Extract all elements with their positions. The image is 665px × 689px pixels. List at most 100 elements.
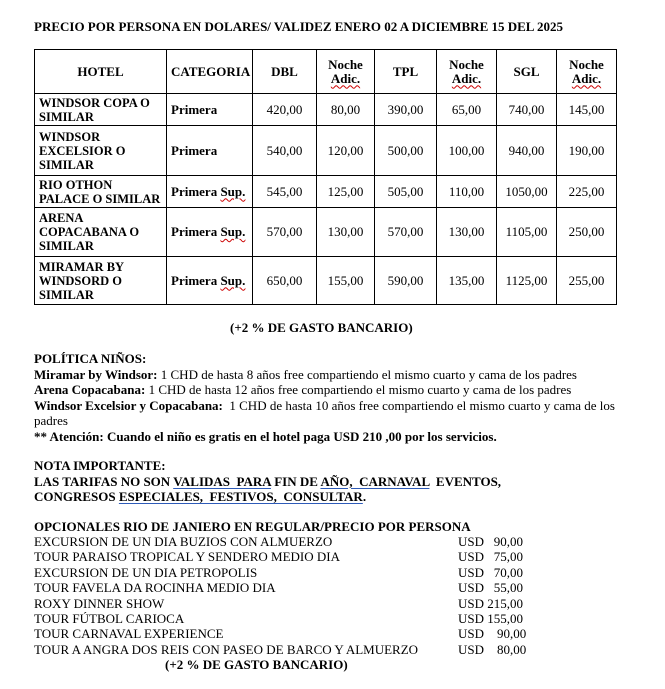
header-noche-dbl: Noche Adic. [316, 49, 375, 94]
table-header-row: HOTEL CATEGORIA DBL Noche Adic. TPL Noche… [34, 49, 617, 94]
price-cell: 420,00 [252, 93, 317, 126]
nota-title: NOTA IMPORTANTE: [34, 458, 166, 473]
category: Primera [166, 125, 253, 176]
tour-price: USD 90,00 [458, 626, 527, 642]
header-dbl: DBL [252, 49, 317, 94]
table-row: WINDSOR COPA O SIMILAR Primera 420,00 80,00… [34, 93, 617, 126]
tour-price: USD 55,00 [458, 580, 524, 596]
kids-policy: POLÍTICA NIÑOS: Miramar by Windsor: 1 CH… [34, 351, 634, 444]
kids-attention: ** Atención: Cuando el niño es gratis en… [34, 428, 497, 444]
price-cell: 225,00 [556, 175, 617, 208]
nota-underlined: ESPECIALES, FESTIVOS, CONSULTAR [118, 489, 363, 504]
tour-name: EXCURSION DE UN DIA PETROPOLIS [34, 564, 258, 580]
table-row: MIRAMAR BY WINDSORD O SIMILAR Primera Sup… [34, 256, 617, 305]
tour-name: ROXY DINNER SHOW [34, 595, 165, 611]
hotel-name: RIO OTHON PALACE O SIMILAR [34, 175, 167, 208]
header-sub: Adic. [451, 70, 482, 86]
header-noche-tpl: Noche Adic. [436, 49, 497, 94]
optional-tour-item: EXCURSION DE UN DIA BUZIOS CON ALMUERZO U… [34, 534, 644, 549]
optional-tour-item: EXCURSION DE UN DIA PETROPOLIS USD 70,00 [34, 565, 644, 580]
kids-label: Windsor Excelsior y Copacabana: [34, 397, 223, 413]
category-sup: Sup. [220, 183, 246, 199]
nota-text: FIN DE [270, 473, 321, 489]
header-hotel: HOTEL [34, 49, 167, 94]
opcionales-bank-fee: (+2 % DE GASTO BANCARIO) [165, 657, 348, 673]
category-text: Primera [171, 183, 221, 199]
price-cell: 135,00 [436, 256, 497, 305]
header-label: Noche [449, 56, 484, 72]
optional-tour-item: TOUR FAVELA DA ROCINHA MEDIO DIA USD 55,0… [34, 580, 644, 595]
optional-tour-item: TOUR PARAISO TROPICAL Y SENDERO MEDIO DI… [34, 549, 644, 564]
price-cell: 500,00 [374, 125, 437, 176]
price-cell: 120,00 [316, 125, 375, 176]
price-cell: 390,00 [374, 93, 437, 126]
price-cell: 110,00 [436, 175, 497, 208]
kids-text: 1 CHD de hasta 8 años free compartiendo … [157, 366, 577, 382]
category: Primera [166, 93, 253, 126]
price-cell: 125,00 [316, 175, 375, 208]
category-text: Primera [171, 272, 221, 288]
tour-name: TOUR FAVELA DA ROCINHA MEDIO DIA [34, 580, 276, 596]
opcionales-list: EXCURSION DE UN DIA BUZIOS CON ALMUERZO U… [34, 534, 644, 657]
category: Primera Sup. [166, 256, 253, 305]
category: Primera Sup. [166, 207, 253, 257]
nota-underlined: VALIDAS PARA [173, 473, 271, 489]
price-cell: 590,00 [374, 256, 437, 305]
header-tpl: TPL [374, 49, 437, 94]
table-row: WINDSOR EXCELSIOR O SIMILAR Primera 540,00… [34, 125, 617, 176]
nota-text: CONGRESOS [34, 489, 119, 504]
tour-price: USD 80,00 [458, 641, 527, 657]
price-cell: 540,00 [252, 125, 317, 176]
price-cell: 1125,00 [496, 256, 557, 305]
nota-text: LAS TARIFAS NO SON [34, 473, 174, 489]
hotel-name: MIRAMAR BY WINDSORD O SIMILAR [34, 256, 167, 305]
nota-text: . [362, 489, 367, 504]
header-categoria: CATEGORIA [166, 49, 253, 94]
price-cell: 545,00 [252, 175, 317, 208]
optional-tour-item: TOUR FÚTBOL CARIOCA USD 155,00 [34, 611, 644, 626]
kids-label: Arena Copacabana: [34, 382, 146, 397]
price-cell: 940,00 [496, 125, 557, 176]
header-noche-sgl: Noche Adic. [556, 49, 617, 94]
price-cell: 80,00 [316, 93, 375, 126]
opcionales-title: OPCIONALES RIO DE JANIERO EN REGULAR/PRE… [34, 518, 471, 534]
category-text: Primera [171, 101, 218, 117]
header-label: Noche [569, 56, 604, 72]
nota-underlined: AÑO, CARNAVAL [320, 473, 430, 489]
price-cell: 100,00 [436, 125, 497, 176]
price-cell: 130,00 [436, 207, 497, 257]
header-label: Noche [328, 56, 363, 72]
nota-importante: NOTA IMPORTANTE: LAS TARIFAS NO SON VALI… [34, 458, 644, 505]
tour-name: EXCURSION DE UN DIA BUZIOS CON ALMUERZO [34, 534, 333, 549]
price-cell: 740,00 [496, 93, 557, 126]
price-cell: 650,00 [252, 256, 317, 305]
tour-price: USD 155,00 [458, 611, 524, 627]
price-cell: 65,00 [436, 93, 497, 126]
price-cell: 570,00 [252, 207, 317, 257]
hotel-name: ARENA COPACABANA O SIMILAR [34, 207, 167, 257]
tour-name: TOUR CARNAVAL EXPERIENCE [34, 626, 224, 642]
kids-label: Miramar by Windsor: [34, 366, 158, 382]
header-sub: Adic. [571, 70, 602, 86]
header-sub: Adic. [330, 70, 361, 86]
tour-name: TOUR FÚTBOL CARIOCA [34, 611, 185, 627]
tour-price: USD 75,00 [458, 549, 524, 565]
tour-price: USD 70,00 [458, 564, 524, 580]
price-cell: 250,00 [556, 207, 617, 257]
price-cell: 130,00 [316, 207, 375, 257]
optional-tour-item: TOUR CARNAVAL EXPERIENCE USD 90,00 [34, 626, 644, 641]
category: Primera Sup. [166, 175, 253, 208]
tour-price: USD 215,00 [458, 595, 524, 611]
price-cell: 1105,00 [496, 207, 557, 257]
tour-name: TOUR PARAISO TROPICAL Y SENDERO MEDIO DI… [34, 549, 341, 565]
kids-text: 1 CHD de hasta 10 años free compartiendo… [34, 397, 619, 429]
category-text: Primera [171, 142, 218, 158]
category-sup: Sup. [220, 272, 246, 288]
category-text: Primera [171, 224, 221, 239]
price-cell: 505,00 [374, 175, 437, 208]
kids-text: 1 CHD de hasta 12 años free compartiendo… [145, 382, 572, 397]
price-cell: 190,00 [556, 125, 617, 176]
price-cell: 145,00 [556, 93, 617, 126]
document: PRECIO POR PERSONA EN DOLARES/ VALIDEZ E… [34, 0, 644, 673]
tour-price: USD 90,00 [458, 534, 524, 549]
